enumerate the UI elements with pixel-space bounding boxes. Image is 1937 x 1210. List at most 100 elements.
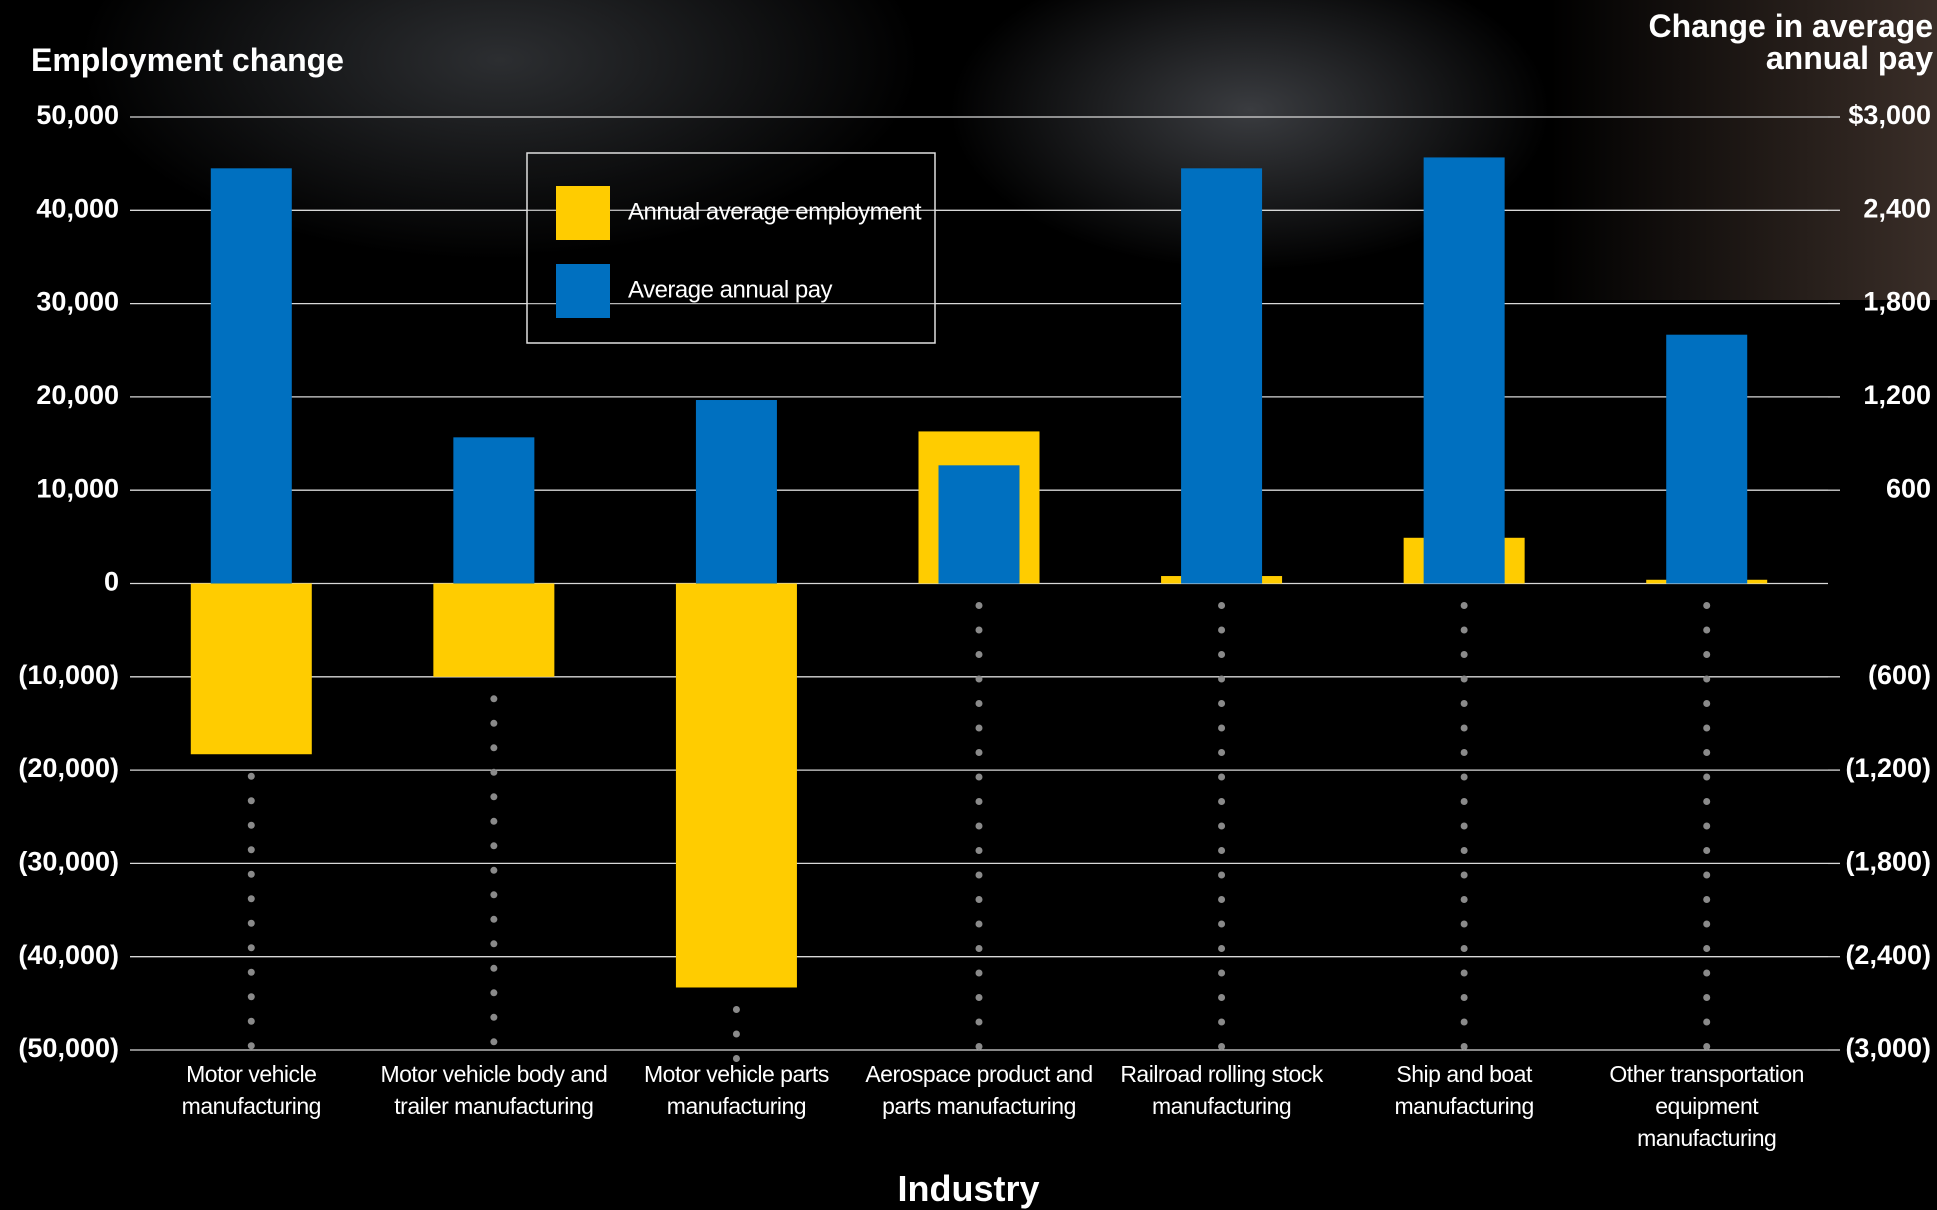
leader-dot: [1703, 969, 1711, 977]
bar: [453, 437, 535, 584]
leader-dot: [247, 772, 255, 780]
leader-dot: [1703, 994, 1711, 1001]
x-tick-label: Other transportation equipment manufactu…: [1609, 1061, 1804, 1151]
leader-dot: [490, 1038, 498, 1046]
bar: [695, 400, 777, 584]
y-tick-label: 50,000: [36, 100, 119, 130]
leader-dot: [1460, 969, 1468, 977]
leader-dot: [247, 993, 255, 1001]
y-tick-label: 10,000: [36, 473, 119, 503]
x-tick-label: Railroad rolling stock manufacturing: [1120, 1061, 1323, 1119]
leader-dot: [1218, 871, 1226, 879]
y-tick-label: (10,000): [18, 660, 119, 690]
bar: [433, 583, 555, 677]
x-tick-label: Aerospace product and parts manufacturin…: [865, 1061, 1093, 1119]
y-tick-label: (30,000): [18, 847, 119, 877]
leader-dot: [1218, 675, 1226, 683]
leader-dot: [1703, 798, 1711, 805]
leader-dot: [247, 895, 255, 903]
y2-tick-label: $3,000: [1848, 100, 1931, 130]
legend-swatch: [556, 186, 610, 240]
leader-dot: [975, 847, 983, 854]
bar: [210, 168, 292, 584]
leader-dot: [1218, 749, 1226, 756]
y2-tick-label: 1,200: [1863, 380, 1931, 410]
leader-dot: [975, 945, 983, 952]
leader-dot: [1218, 896, 1226, 903]
leader-dot: [975, 1043, 983, 1050]
leader-dot: [247, 944, 255, 952]
y-tick-label: 20,000: [36, 380, 119, 410]
leader-dot: [1703, 945, 1711, 952]
leader-dot: [1703, 871, 1711, 879]
leader-dot: [975, 994, 983, 1001]
leader-dot: [247, 870, 255, 878]
y2-tick-label: 2,400: [1863, 193, 1931, 223]
leader-dot: [732, 1030, 740, 1038]
leader-dot: [490, 817, 498, 825]
leader-dot: [1703, 1043, 1711, 1050]
legend-label: Annual average employment: [628, 198, 922, 225]
leader-dot: [1703, 920, 1711, 928]
leader-dot: [1460, 1018, 1468, 1026]
leader-dot: [1460, 822, 1468, 830]
x-axis-title: Industry: [897, 1168, 1040, 1209]
leader-dot: [975, 920, 983, 928]
leader-dot: [1460, 994, 1468, 1001]
leader-dot: [247, 1042, 255, 1050]
leader-dot: [1218, 602, 1226, 609]
leader-dot: [1460, 871, 1468, 879]
leader-dot: [975, 651, 983, 658]
leader-dot: [1218, 1043, 1226, 1050]
leader-dot: [1703, 847, 1711, 854]
leader-dot: [1703, 700, 1711, 707]
leader-dot: [1460, 749, 1468, 756]
leader-dot: [1460, 675, 1468, 683]
legend-swatch: [556, 264, 610, 318]
leader-dot: [1460, 896, 1468, 903]
leader-dot: [247, 821, 255, 829]
bar: [1423, 157, 1505, 584]
leader-dot: [732, 1054, 740, 1062]
y-tick-label: (40,000): [18, 940, 119, 970]
leader-dot: [247, 919, 255, 927]
leader-dot: [1460, 847, 1468, 854]
leader-dot: [1218, 822, 1226, 830]
leader-dot: [490, 768, 498, 776]
leader-dot: [490, 964, 498, 972]
leader-dot: [1218, 847, 1226, 854]
y2-axis-title: Change in average annual pay: [1648, 8, 1933, 76]
leader-dot: [975, 602, 983, 609]
leader-dot: [975, 1018, 983, 1026]
leader-dot: [490, 1013, 498, 1021]
leader-dot: [1460, 1043, 1468, 1050]
leader-dot: [975, 626, 983, 634]
leader-dot: [1460, 773, 1468, 781]
leader-dot: [1218, 1018, 1226, 1026]
leader-dot: [1460, 651, 1468, 658]
y-tick-label: (20,000): [18, 753, 119, 783]
leader-dot: [1703, 749, 1711, 756]
y2-tick-label: (3,000): [1845, 1033, 1931, 1063]
x-tick-label: Motor vehicle parts manufacturing: [644, 1061, 829, 1119]
leader-dot: [1218, 700, 1226, 707]
leader-dot: [490, 719, 498, 727]
leader-dot: [975, 700, 983, 707]
leader-dot: [247, 1017, 255, 1025]
leader-dot: [490, 915, 498, 923]
leader-dot: [1218, 920, 1226, 928]
legend-label: Average annual pay: [628, 276, 833, 303]
leader-dot: [247, 968, 255, 976]
leader-dot: [490, 866, 498, 874]
leader-dot: [1460, 724, 1468, 732]
leader-dot: [1218, 969, 1226, 977]
leader-dot: [490, 891, 498, 899]
leader-dot: [490, 695, 498, 703]
leader-dot: [490, 793, 498, 801]
leader-dot: [975, 724, 983, 732]
leader-dot: [1218, 724, 1226, 732]
bar: [938, 465, 1020, 584]
leader-dot: [1703, 896, 1711, 903]
